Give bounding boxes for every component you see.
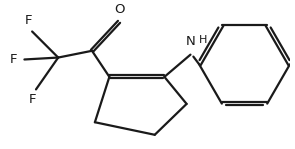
Text: N: N [186,35,195,48]
Text: F: F [28,93,36,106]
Text: O: O [114,3,124,16]
Text: F: F [24,14,32,27]
Text: H: H [199,35,207,45]
Text: F: F [10,53,18,66]
